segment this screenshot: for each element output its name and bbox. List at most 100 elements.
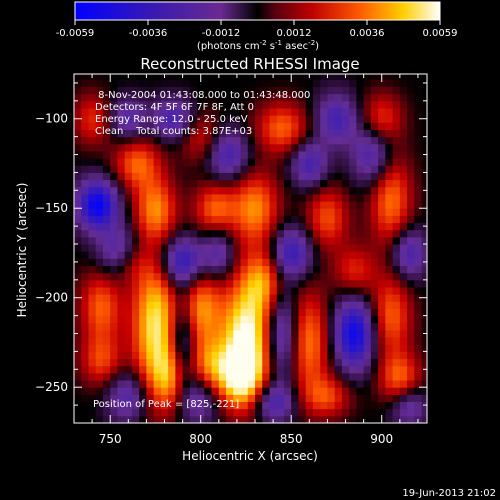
- heatmap-cell: [334, 272, 343, 281]
- heatmap-cell: [291, 86, 299, 95]
- heatmap-cell: [392, 158, 401, 166]
- heatmap-cell: [146, 201, 155, 209]
- heatmap-cell: [81, 272, 89, 281]
- heatmap-cell: [74, 244, 82, 252]
- heatmap-cell: [276, 115, 285, 123]
- heatmap-cell: [81, 244, 89, 252]
- heatmap-cell: [110, 136, 118, 145]
- heatmap-cell: [305, 401, 314, 410]
- heatmap-cell: [356, 186, 365, 195]
- heatmap-cell: [182, 244, 191, 252]
- heatmap-cell: [146, 372, 155, 381]
- heatmap-cell: [240, 372, 249, 381]
- heatmap-cell: [370, 236, 379, 245]
- heatmap-cell: [146, 294, 155, 302]
- heatmap-cell: [298, 358, 307, 367]
- heatmap-cell: [182, 115, 191, 123]
- heatmap-cell: [385, 308, 394, 317]
- heatmap-cell: [399, 236, 408, 245]
- heatmap-cell: [146, 186, 155, 195]
- heatmap-cell: [81, 172, 89, 181]
- heatmap-cell: [341, 308, 350, 317]
- heatmap-cell: [182, 122, 191, 130]
- heatmap-cell: [276, 408, 285, 417]
- heatmap-cell: [312, 308, 321, 317]
- heatmap-cell: [320, 337, 328, 345]
- heatmap-cell: [320, 201, 328, 209]
- heatmap-cell: [160, 143, 169, 152]
- heatmap-cell: [160, 158, 169, 166]
- heatmap-cell: [378, 172, 386, 181]
- heatmap-cell: [197, 143, 205, 152]
- heatmap-cell: [385, 150, 394, 159]
- heatmap-cell: [88, 294, 97, 302]
- heatmap-cell: [399, 387, 408, 395]
- heatmap-cell: [334, 244, 343, 252]
- heatmap-cell: [356, 108, 365, 116]
- heatmap-cell: [399, 294, 408, 302]
- heatmap-cell: [305, 236, 314, 245]
- heatmap-cell: [262, 172, 271, 181]
- heatmap-cell: [197, 265, 205, 274]
- heatmap-cell: [291, 79, 299, 88]
- heatmap-cell: [407, 193, 415, 202]
- heatmap-cell: [139, 337, 147, 345]
- heatmap-cell: [327, 365, 336, 374]
- heatmap-cell: [363, 387, 372, 395]
- heatmap-cell: [392, 186, 401, 195]
- heatmap-cell: [327, 193, 336, 202]
- heatmap-cell: [218, 86, 227, 95]
- heatmap-cell: [349, 244, 357, 252]
- heatmap-cell: [240, 86, 249, 95]
- heatmap-cell: [204, 136, 213, 145]
- heatmap-cell: [110, 129, 118, 138]
- heatmap-cell: [269, 380, 278, 388]
- heatmap-cell: [146, 329, 155, 338]
- heatmap-cell: [385, 329, 394, 338]
- heatmap-cell: [226, 215, 234, 224]
- heatmap-cell: [233, 279, 242, 288]
- heatmap-cell: [189, 193, 198, 202]
- heatmap-cell: [276, 344, 285, 352]
- heatmap-cell: [327, 387, 336, 395]
- heatmap-cell: [146, 408, 155, 417]
- heatmap-cell: [385, 100, 394, 109]
- heatmap-cell: [197, 100, 205, 109]
- heatmap-cell: [349, 150, 357, 159]
- heatmap-cell: [312, 108, 321, 116]
- heatmap-cell: [414, 201, 423, 209]
- heatmap-cell: [320, 229, 328, 238]
- heatmap-cell: [204, 415, 213, 423]
- heatmap-cell: [117, 93, 126, 102]
- heatmap-cell: [240, 279, 249, 288]
- heatmap-cell: [153, 372, 162, 381]
- heatmap-cell: [160, 165, 169, 173]
- heatmap-cell: [88, 286, 97, 295]
- heatmap-cell: [153, 86, 162, 95]
- heatmap-cell: [341, 136, 350, 145]
- heatmap-cell: [399, 79, 408, 88]
- heatmap-cell: [298, 322, 307, 331]
- heatmap-cell: [370, 294, 379, 302]
- heatmap-cell: [211, 308, 220, 317]
- heatmap-cell: [110, 193, 118, 202]
- heatmap-cell: [421, 136, 427, 145]
- heatmap-cell: [414, 215, 423, 224]
- heatmap-cell: [218, 301, 227, 309]
- heatmap-cell: [363, 358, 372, 367]
- heatmap-cell: [414, 272, 423, 281]
- heatmap-cell: [305, 286, 314, 295]
- heatmap-cell: [363, 79, 372, 88]
- annotation-energy-range: Energy Range: 12.0 - 25.0 keV: [95, 114, 248, 125]
- heatmap-cell: [349, 129, 357, 138]
- heatmap-cell: [298, 258, 307, 267]
- heatmap-cell: [363, 236, 372, 245]
- heatmap-cell: [407, 358, 415, 367]
- heatmap-cell: [197, 93, 205, 102]
- heatmap-cell: [269, 258, 278, 267]
- heatmap-cell: [392, 201, 401, 209]
- heatmap-cell: [363, 408, 372, 417]
- heatmap-cell: [146, 236, 155, 245]
- heatmap-cell: [88, 337, 97, 345]
- heatmap-cell: [392, 337, 401, 345]
